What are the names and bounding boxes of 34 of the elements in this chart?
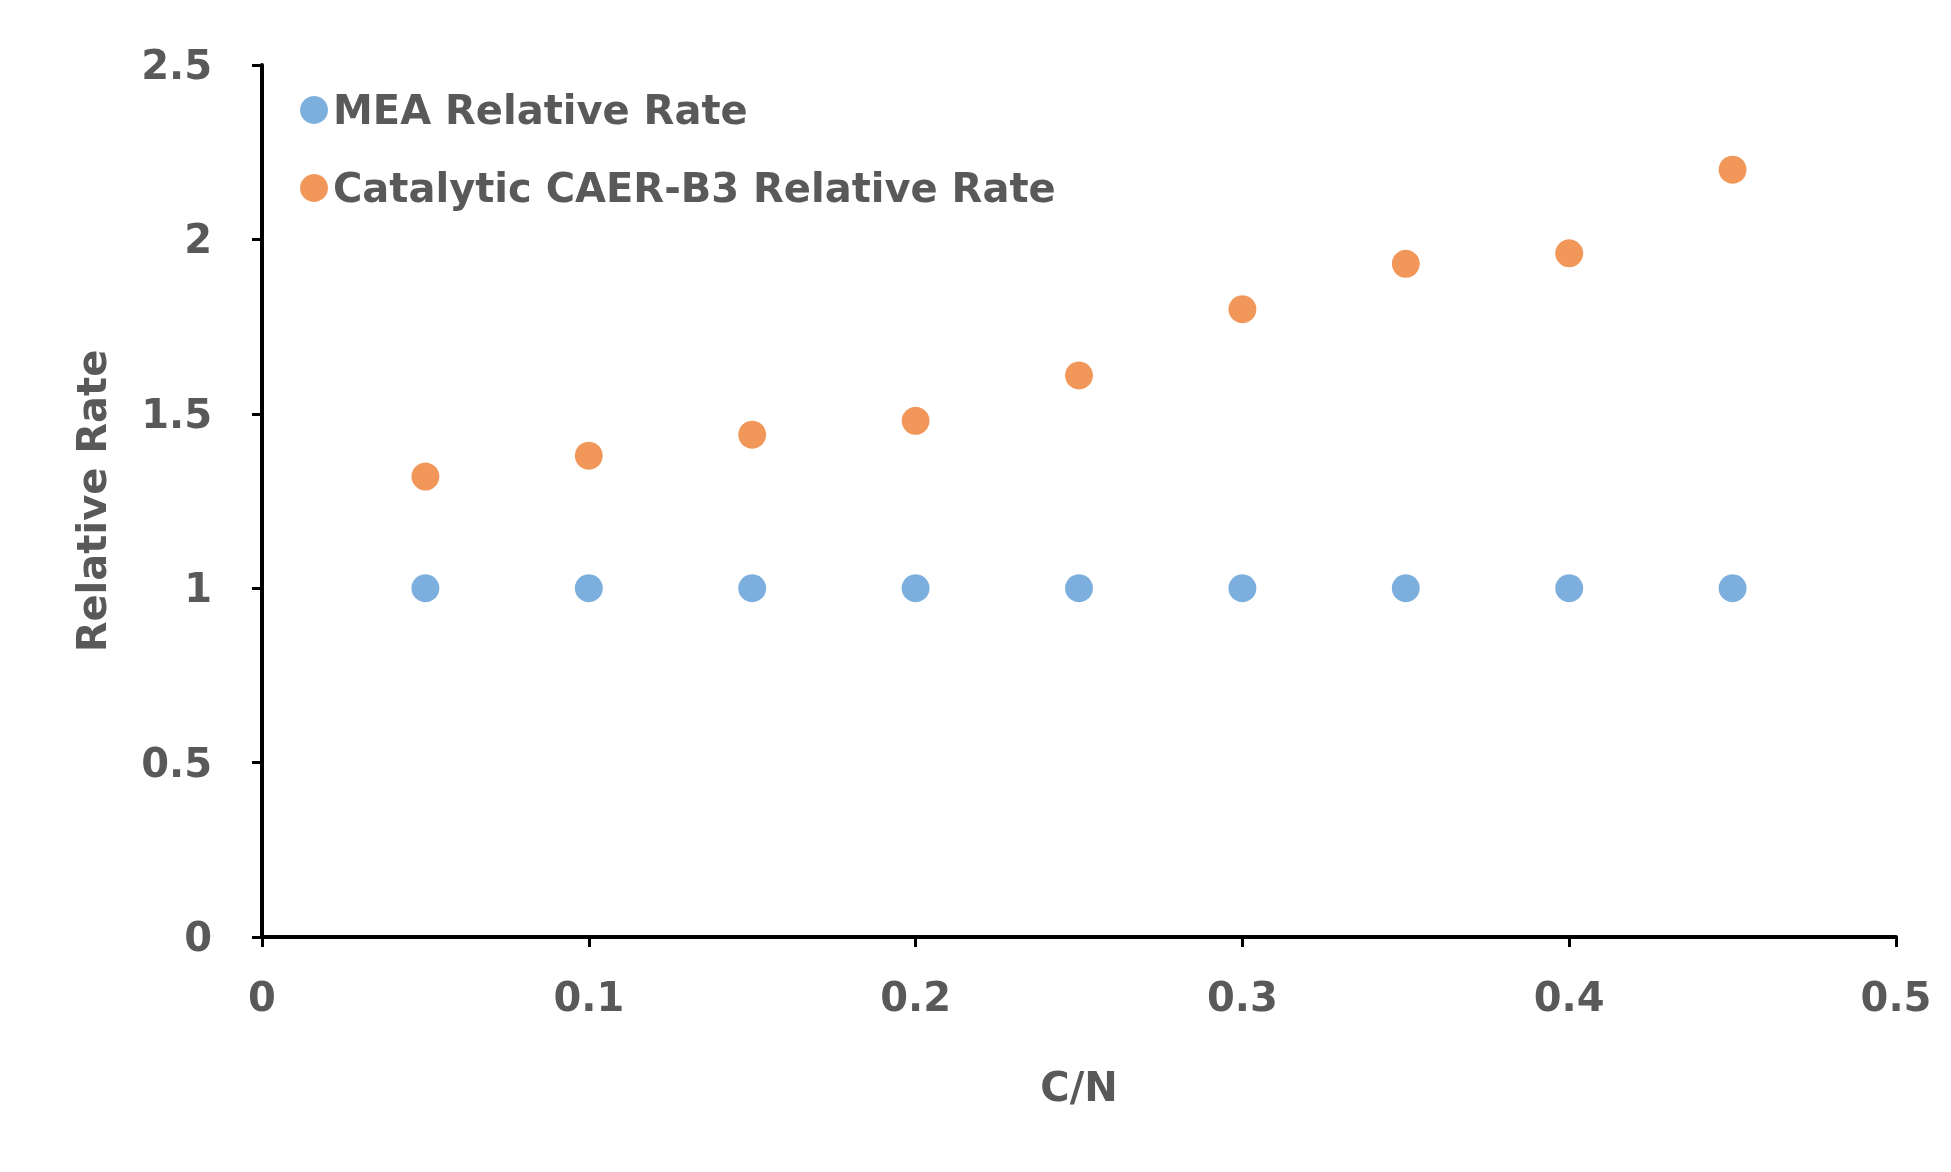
point bbox=[1065, 361, 1093, 390]
x-tick-label: 0.2 bbox=[880, 974, 952, 1020]
point bbox=[1065, 574, 1093, 603]
point bbox=[1718, 155, 1747, 184]
point bbox=[411, 574, 440, 603]
point bbox=[1555, 574, 1584, 603]
y-tick-label: 0 bbox=[184, 914, 212, 960]
point bbox=[738, 574, 767, 603]
y-axis-title: Relative Rate bbox=[69, 349, 115, 653]
point bbox=[901, 406, 930, 435]
x-tick-label: 0 bbox=[248, 974, 276, 1020]
point bbox=[574, 574, 603, 603]
y-tick-label: 1.5 bbox=[141, 390, 212, 437]
x-tick-label: 0.5 bbox=[1860, 974, 1932, 1020]
point bbox=[1391, 249, 1420, 278]
legend-label: MEA Relative Rate bbox=[333, 87, 748, 133]
point bbox=[1228, 574, 1257, 603]
x-axis-title: C/N bbox=[1040, 1064, 1118, 1110]
y-tick-label: 2 bbox=[184, 216, 212, 263]
x-tick-label: 0.3 bbox=[1206, 974, 1278, 1020]
point bbox=[901, 574, 930, 603]
point bbox=[1391, 574, 1420, 603]
x-tick-label: 0.4 bbox=[1533, 974, 1605, 1020]
point bbox=[1555, 239, 1584, 268]
y-tick-label: 2.5 bbox=[141, 42, 212, 88]
point bbox=[1718, 574, 1747, 603]
point bbox=[1228, 295, 1257, 324]
x-tick-label: 0.1 bbox=[553, 974, 625, 1020]
legend-label: Catalytic CAER-B3 Relative Rate bbox=[333, 165, 1056, 211]
point bbox=[574, 441, 603, 470]
point bbox=[738, 420, 767, 449]
y-tick-label: 1 bbox=[184, 565, 212, 612]
point bbox=[411, 462, 440, 491]
y-tick-label: 0.5 bbox=[141, 739, 212, 786]
